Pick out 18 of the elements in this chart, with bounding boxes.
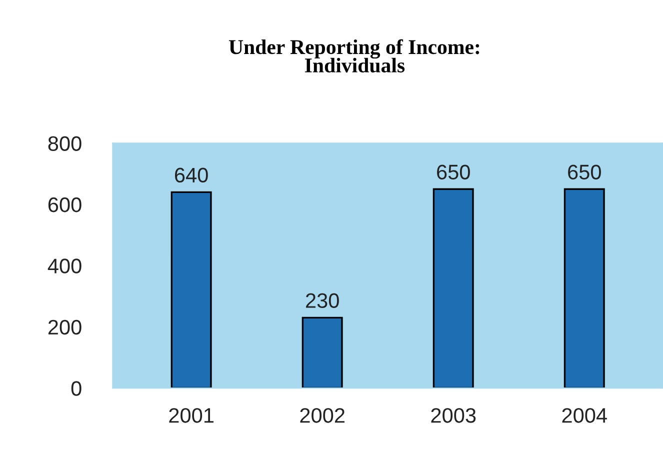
- bar: [302, 316, 343, 388]
- bar: [564, 188, 605, 388]
- y-tick-label: 600: [48, 197, 82, 212]
- bar: [432, 188, 474, 388]
- bar: [170, 191, 212, 388]
- data-label: 230: [306, 293, 339, 308]
- y-tick-label: 200: [48, 320, 82, 335]
- y-tick-label: 800: [48, 136, 82, 151]
- x-tick-label: 2001: [169, 408, 214, 423]
- y-tick-label: 0: [71, 381, 82, 396]
- x-tick-label: 2002: [300, 408, 344, 423]
- chart-title: Under Reporting of Income: Individuals: [228, 39, 480, 73]
- data-label: 640: [175, 168, 208, 183]
- data-label: 650: [568, 164, 601, 180]
- data-label: 650: [437, 164, 470, 180]
- y-tick-label: 400: [48, 258, 82, 274]
- x-tick-label: 2003: [431, 408, 476, 423]
- x-tick-label: 2004: [562, 408, 607, 423]
